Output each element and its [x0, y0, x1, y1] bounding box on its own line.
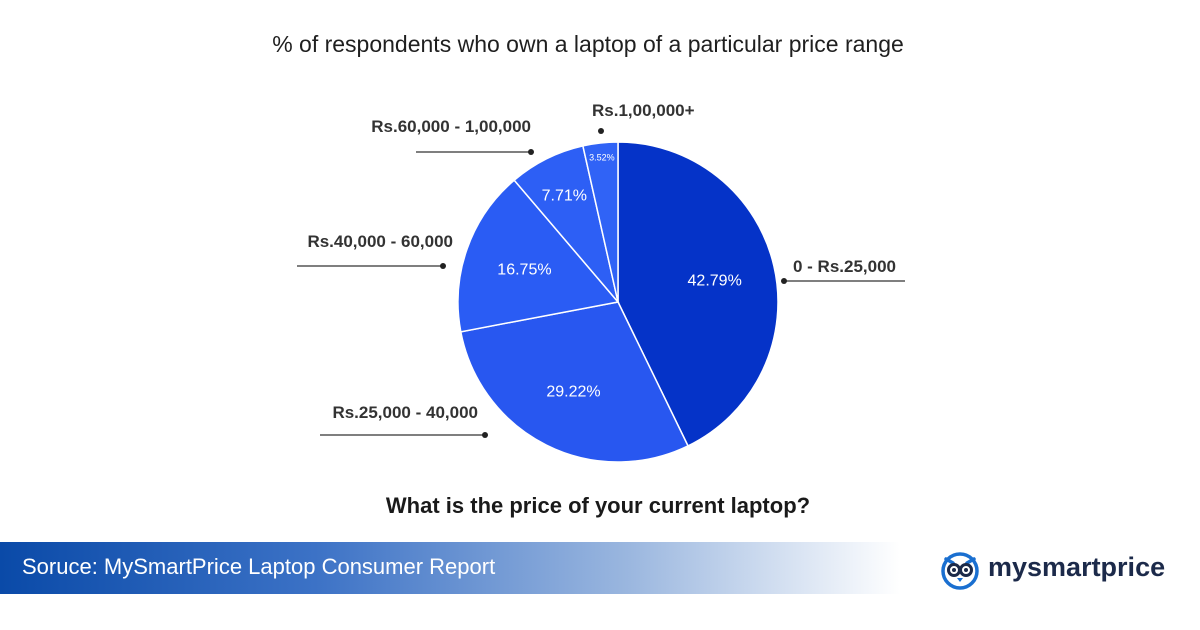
- leader-dot: [440, 263, 446, 269]
- chart-question: What is the price of your current laptop…: [385, 493, 811, 518]
- pie-chart: 42.79% 0 - Rs.25,000 29.22% Rs.25,000 - 40,…: [297, 101, 905, 463]
- slice-value-label: 42.79%: [688, 272, 742, 289]
- source-bar: Soruce: MySmartPrice Laptop Consumer Rep…: [0, 542, 900, 594]
- leader-dot: [528, 149, 534, 155]
- leader-dot: [781, 278, 787, 284]
- slice-value-label: 16.75%: [497, 262, 551, 279]
- slice-value-label: 3.52%: [589, 152, 615, 162]
- pie-slice: [617, 141, 779, 447]
- pie-slice: [459, 301, 689, 463]
- source-text: Soruce: MySmartPrice Laptop Consumer Rep…: [22, 554, 496, 579]
- category-label: Rs.40,000 - 60,000: [307, 232, 453, 251]
- owl-logo-icon: [941, 552, 979, 590]
- chart-title: % of respondents who own a laptop of a p…: [272, 31, 904, 57]
- pie-slice: [457, 179, 620, 333]
- slice-value-label: 29.22%: [546, 383, 600, 400]
- slice-value-label: 7.71%: [542, 187, 587, 204]
- pie-slice: [582, 141, 619, 303]
- brand-name: mysmartprice: [988, 552, 1166, 582]
- category-label: Rs.25,000 - 40,000: [332, 403, 478, 422]
- leader-dot: [598, 128, 604, 134]
- leader-dot: [482, 432, 488, 438]
- category-label: Rs.60,000 - 1,00,000: [371, 117, 531, 136]
- category-label: Rs.1,00,000+: [592, 101, 695, 120]
- category-label: 0 - Rs.25,000: [793, 257, 896, 276]
